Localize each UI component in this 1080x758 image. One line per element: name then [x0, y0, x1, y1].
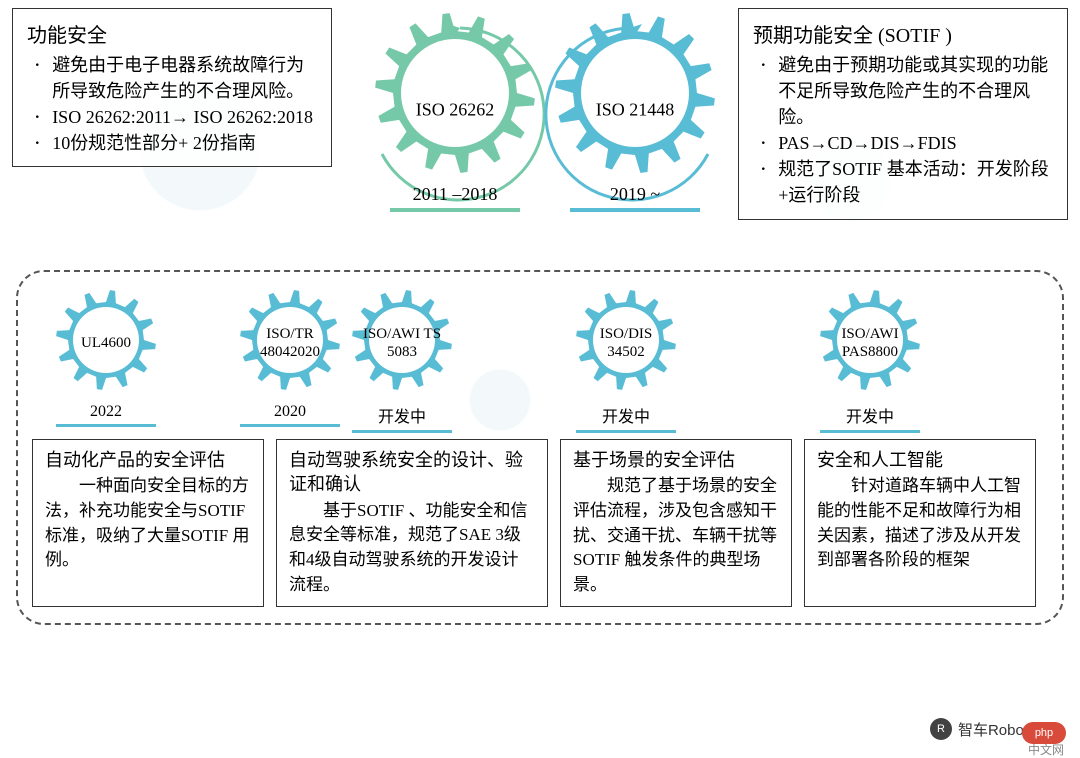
php-badge: php — [1022, 722, 1066, 744]
small-gears-row: UL4600 2022 ISO/TR 48042020 2020 ISO/AWI… — [32, 286, 1048, 433]
gear-icon — [550, 8, 720, 178]
desc-box: 安全和人工智能 针对道路车辆中人工智能的性能不足和故障行为相关因素，描述了涉及从… — [804, 439, 1036, 607]
bullet: 规范了SOTIF 基本活动：开发阶段+运行阶段 — [753, 156, 1053, 208]
desc-body: 规范了基于场景的安全评估流程，涉及包含感知干扰、交通干扰、车辆干扰等SOTIF … — [573, 474, 779, 597]
desc-title: 自动化产品的安全评估 — [45, 448, 251, 472]
main-gears: ISO 26262 2011 –2018 ISO 21448 2019 ~ — [332, 8, 738, 258]
watermark: R 智车Robot — [930, 718, 1028, 740]
bullet: ISO 26262:2011→ ISO 26262:2018 — [27, 104, 317, 130]
gear-year: 2022 — [90, 403, 122, 421]
small-gear: ISO/AWI TS 5083 开发中 — [348, 286, 456, 433]
small-gear: ISO/AWI PAS8800 开发中 — [816, 286, 924, 433]
desc-title: 基于场景的安全评估 — [573, 448, 779, 472]
sotif-box: 预期功能安全 (SOTIF ) 避免由于预期功能或其实现的功能不足所导致危险产生… — [738, 8, 1068, 220]
gear-icon — [572, 286, 680, 394]
gear-year: 开发中 — [378, 403, 426, 427]
bullet-list: 避免由于预期功能或其实现的功能不足所导致危险产生的不合理风险。 PAS→CD→D… — [753, 52, 1053, 209]
gear-year: 2011 –2018 — [413, 184, 498, 205]
year-underline — [390, 208, 520, 212]
functional-safety-box: 功能安全 避免由于电子电器系统故障行为所导致危险产生的不合理风险。 ISO 26… — [12, 8, 332, 167]
desc-box: 自动驾驶系统安全的设计、验证和确认 基于SOTIF 、功能安全和信息安全等标准，… — [276, 439, 548, 607]
year-underline — [576, 430, 676, 433]
year-underline — [570, 208, 700, 212]
gear-year: 开发中 — [602, 403, 650, 427]
gear-year: 开发中 — [846, 403, 894, 427]
year-underline — [352, 430, 452, 433]
gear-icon — [52, 286, 160, 394]
bullet: 避免由于电子电器系统故障行为所导致危险产生的不合理风险。 — [27, 52, 317, 104]
small-gear: ISO/TR 48042020 2020 — [236, 286, 344, 433]
gear-year: 2019 ~ — [610, 184, 660, 205]
gear-icon — [236, 286, 344, 394]
desc-box: 自动化产品的安全评估 一种面向安全目标的方法，补充功能安全与SOTIF 标准，吸… — [32, 439, 264, 607]
desc-title: 自动驾驶系统安全的设计、验证和确认 — [289, 448, 535, 497]
small-gear: ISO/DIS 34502 开发中 — [572, 286, 680, 433]
bullet: 避免由于预期功能或其实现的功能不足所导致危险产生的不合理风险。 — [753, 52, 1053, 130]
watermark-text: 智车Robot — [958, 719, 1028, 740]
box-title: 功能安全 — [27, 19, 317, 48]
gear-year: 2020 — [274, 403, 306, 421]
gear-icon — [816, 286, 924, 394]
description-row: 自动化产品的安全评估 一种面向安全目标的方法，补充功能安全与SOTIF 标准，吸… — [32, 439, 1048, 607]
gear-icon — [370, 8, 540, 178]
desc-box: 基于场景的安全评估 规范了基于场景的安全评估流程，涉及包含感知干扰、交通干扰、车… — [560, 439, 792, 607]
watermark-avatar-icon: R — [930, 718, 952, 740]
bullet: 10份规范性部分+ 2份指南 — [27, 130, 317, 156]
year-underline — [56, 424, 156, 427]
gear-icon — [348, 286, 456, 394]
gear-iso26262: ISO 26262 2011 –2018 — [370, 8, 540, 212]
desc-title: 安全和人工智能 — [817, 448, 1023, 472]
desc-body: 针对道路车辆中人工智能的性能不足和故障行为相关因素，描述了涉及从开发到部署各阶段… — [817, 474, 1023, 573]
year-underline — [820, 430, 920, 433]
bottom-dashed-panel: UL4600 2022 ISO/TR 48042020 2020 ISO/AWI… — [16, 270, 1064, 625]
small-gear: UL4600 2022 — [52, 286, 160, 427]
box-title: 预期功能安全 (SOTIF ) — [753, 19, 1053, 48]
desc-body: 一种面向安全目标的方法，补充功能安全与SOTIF 标准，吸纳了大量SOTIF 用… — [45, 474, 251, 573]
bullet-list: 避免由于电子电器系统故障行为所导致危险产生的不合理风险。 ISO 26262:2… — [27, 52, 317, 156]
gear-iso21448: ISO 21448 2019 ~ — [550, 8, 720, 212]
top-section: 功能安全 避免由于电子电器系统故障行为所导致危险产生的不合理风险。 ISO 26… — [0, 0, 1080, 262]
year-underline — [240, 424, 340, 427]
desc-body: 基于SOTIF 、功能安全和信息安全等标准，规范了SAE 3级和4级自动驾驶系统… — [289, 499, 535, 598]
bullet: PAS→CD→DIS→FDIS — [753, 130, 1053, 156]
